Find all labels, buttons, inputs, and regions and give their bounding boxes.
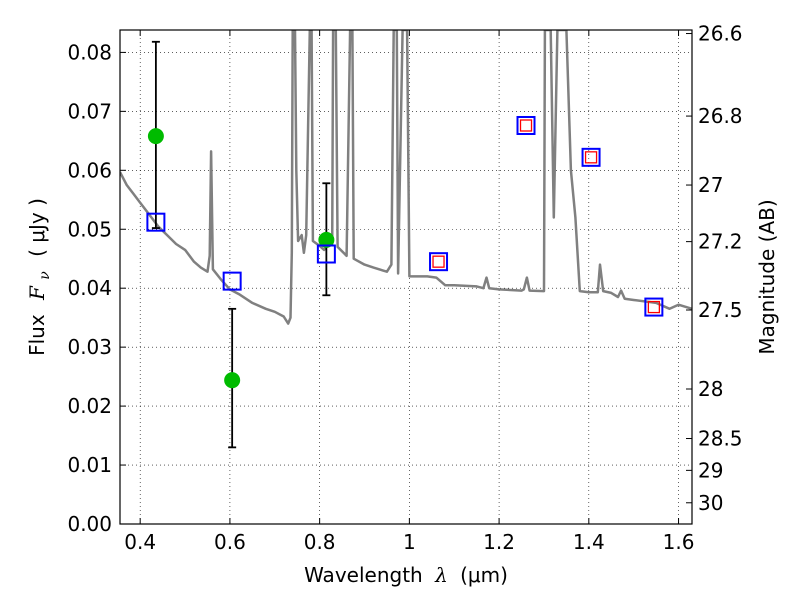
y-tick-label: 0.00 <box>67 512 112 536</box>
y2-tick-label: 27.2 <box>698 230 743 254</box>
model-photometry-square <box>146 212 166 232</box>
y-axis-label: Flux <box>25 314 49 356</box>
marker-layer <box>146 40 664 449</box>
observed-point <box>224 372 241 389</box>
x-tick-label: 1.6 <box>663 530 695 554</box>
y2-tick-label: 29 <box>698 458 723 482</box>
model-photometry-square <box>429 252 449 272</box>
x-tick-label: 0.8 <box>304 530 336 554</box>
x-axis-unit: (μm) <box>460 563 508 587</box>
y2-tick-label: 28.5 <box>698 427 743 451</box>
y-tick-label: 0.04 <box>67 276 112 300</box>
y2-tick-label: 27.5 <box>698 298 743 322</box>
model-photometry-square <box>222 271 242 291</box>
x-tick-label: 1 <box>403 530 416 554</box>
model-photometry-square <box>581 147 601 167</box>
x-tick-label: 0.4 <box>124 530 156 554</box>
model-photometry-inner-square <box>432 255 445 268</box>
y-tick-label: 0.01 <box>67 453 112 477</box>
y-tick-label: 0.03 <box>67 335 112 359</box>
y-tick-label: 0.02 <box>67 394 112 418</box>
y2-tick-label: 30 <box>698 491 723 515</box>
y-tick-label: 0.07 <box>67 99 112 123</box>
model-photometry-inner-square <box>584 151 598 164</box>
x-tick-label: 0.6 <box>214 530 246 554</box>
model-photometry-inner-square <box>647 300 661 314</box>
observed-point <box>318 231 335 248</box>
model-photometry-square <box>644 297 664 317</box>
y-axis-unit: ( μJy ) <box>25 198 49 257</box>
x-axis-label: Wavelength <box>304 563 423 587</box>
model-photometry-square <box>316 244 336 264</box>
tick-layer: 0.4 0.6 0.8 1 1.2 1.4 1.6 0.00 0.01 0.02 0.03 0.04 0… <box>67 22 742 554</box>
y2-tick-label: 27 <box>698 173 723 197</box>
y2-axis-title: Magnitude (AB) <box>755 199 779 354</box>
series-layer <box>120 30 692 325</box>
y-tick-label: 0.05 <box>67 217 112 241</box>
y2-tick-label: 26.8 <box>698 104 743 128</box>
x-axis-symbol: λ <box>434 563 448 587</box>
model-photometry-square <box>516 115 536 135</box>
y-axis-title: Flux F ν ( μJy ) <box>25 198 54 356</box>
plot-area <box>120 30 692 325</box>
model-spectrum-line <box>120 30 692 325</box>
x-axis-title: Wavelength λ (μm) <box>304 563 508 587</box>
x-tick-label: 1.4 <box>573 530 605 554</box>
y2-tick-label: 28 <box>698 377 723 401</box>
plot-frame <box>119 29 693 525</box>
y-axis-subscript: ν <box>37 271 53 280</box>
x-tick-label: 1.2 <box>483 530 515 554</box>
y-axis-symbol: F <box>25 285 49 301</box>
y-tick-label: 0.08 <box>67 40 112 64</box>
model-photometry-inner-square <box>519 119 533 132</box>
observed-point <box>147 128 164 145</box>
grid-layer <box>120 30 692 524</box>
y-tick-label: 0.06 <box>67 158 112 182</box>
y2-tick-label: 26.6 <box>698 22 743 46</box>
